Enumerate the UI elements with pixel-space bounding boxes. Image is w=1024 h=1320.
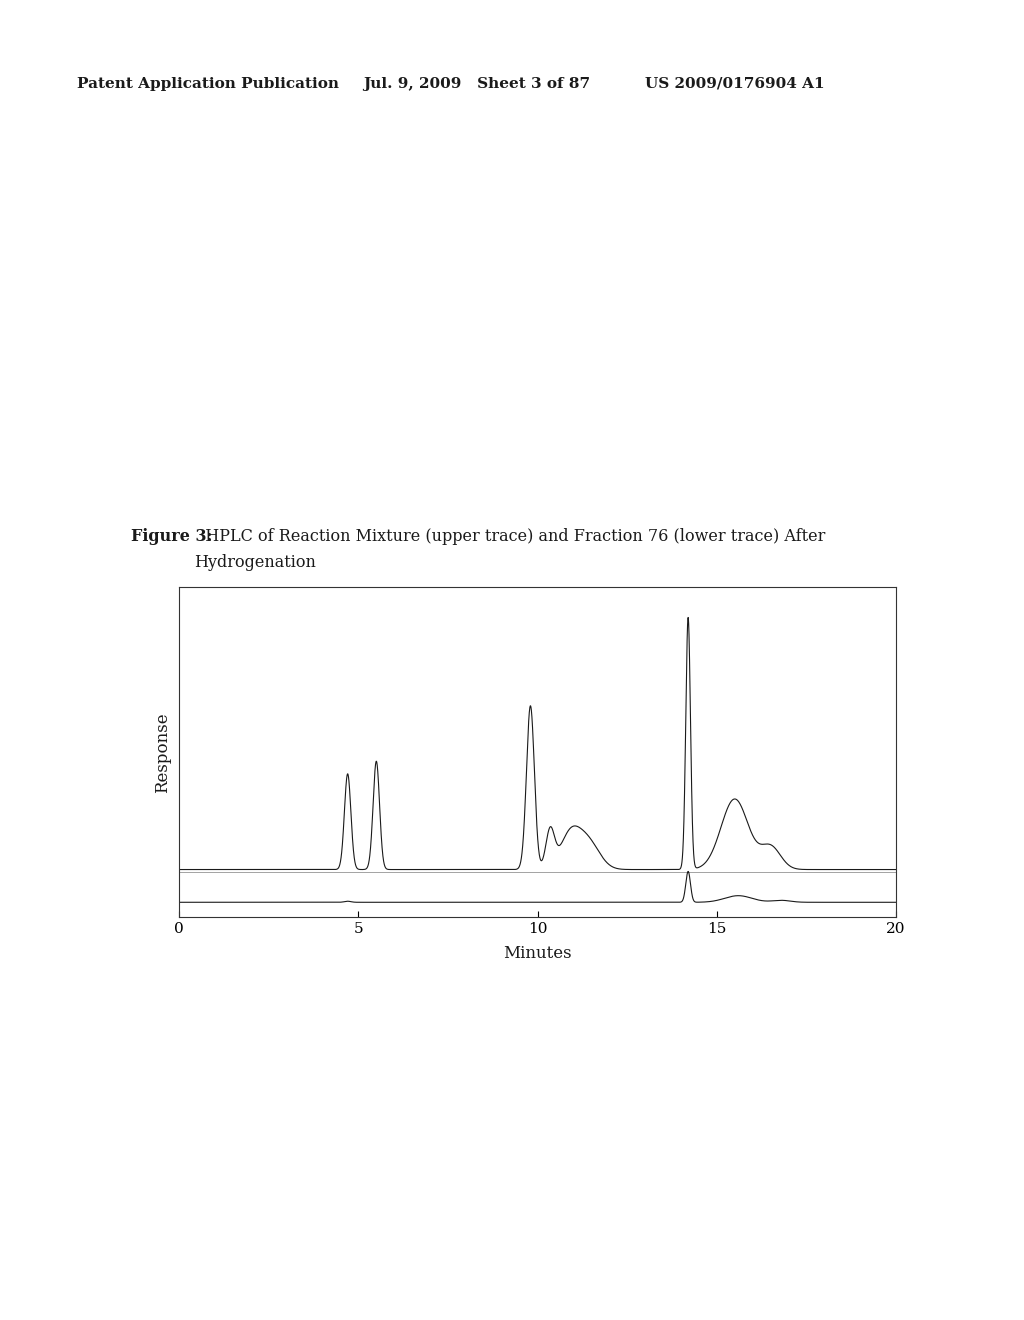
Text: Figure 3:: Figure 3: [131, 528, 213, 545]
Text: Patent Application Publication: Patent Application Publication [77, 77, 339, 91]
Text: Hydrogenation: Hydrogenation [195, 554, 316, 572]
X-axis label: Minutes: Minutes [503, 945, 572, 961]
Text: HPLC of Reaction Mixture (upper trace) and Fraction 76 (lower trace) After: HPLC of Reaction Mixture (upper trace) a… [195, 528, 825, 545]
Text: Jul. 9, 2009   Sheet 3 of 87: Jul. 9, 2009 Sheet 3 of 87 [364, 77, 591, 91]
Text: US 2009/0176904 A1: US 2009/0176904 A1 [645, 77, 824, 91]
Y-axis label: Response: Response [154, 711, 171, 793]
